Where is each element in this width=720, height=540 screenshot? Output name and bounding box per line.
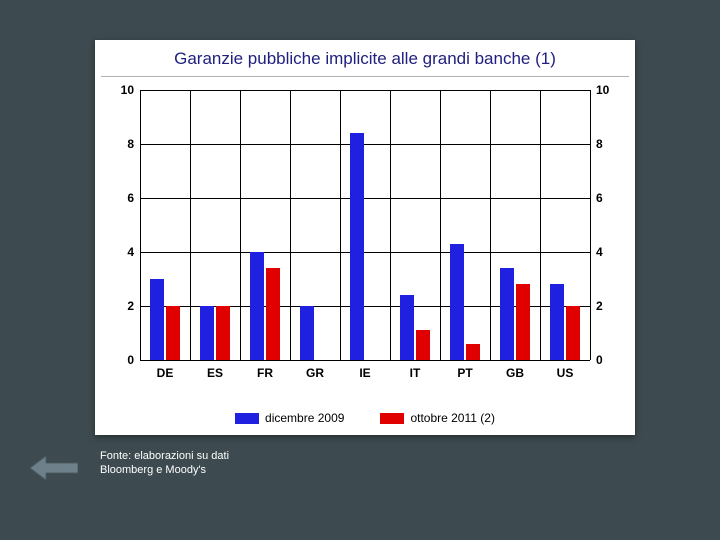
y-tick-left: 0 <box>127 353 140 367</box>
caption-line2: Bloomberg e Moody's <box>100 464 206 476</box>
divider <box>101 76 629 77</box>
y-tick-left: 6 <box>127 191 140 205</box>
bar <box>450 244 464 360</box>
y-tick-right: 10 <box>590 83 609 97</box>
y-tick-left: 2 <box>127 299 140 313</box>
gridline-h <box>140 144 590 145</box>
bar <box>550 284 564 360</box>
gridline-v <box>490 90 491 360</box>
gridline-v <box>540 90 541 360</box>
gridline-v <box>340 90 341 360</box>
x-tick: US <box>557 360 574 380</box>
x-tick: GB <box>506 360 524 380</box>
bar <box>400 295 414 360</box>
y-tick-right: 0 <box>590 353 603 367</box>
chart-title-strip: Garanzie pubbliche implicite alle grandi… <box>95 44 635 74</box>
bar <box>300 306 314 360</box>
y-tick-right: 8 <box>590 137 603 151</box>
bar <box>250 252 264 360</box>
x-tick: GR <box>306 360 324 380</box>
gridline-h <box>140 252 590 253</box>
legend-swatch <box>235 413 259 424</box>
x-tick: FR <box>257 360 273 380</box>
y-tick-right: 2 <box>590 299 603 313</box>
gridline-v <box>140 90 141 360</box>
gridline-v <box>240 90 241 360</box>
bar <box>516 284 530 360</box>
x-tick: PT <box>457 360 472 380</box>
bar <box>416 330 430 360</box>
bar <box>350 133 364 360</box>
y-tick-left: 10 <box>121 83 140 97</box>
chart-title: Garanzie pubbliche implicite alle grandi… <box>174 49 556 68</box>
legend-swatch <box>380 413 404 424</box>
slide: Garanzie pubbliche implicite alle grandi… <box>0 0 720 540</box>
legend-item: ottobre 2011 (2) <box>380 411 495 425</box>
back-arrow-button[interactable] <box>30 456 78 480</box>
source-caption: Fonte: elaborazioni su dati Bloomberg e … <box>100 450 300 478</box>
gridline-v <box>590 90 591 360</box>
gridline-v <box>190 90 191 360</box>
gridline-v <box>440 90 441 360</box>
gridline-v <box>390 90 391 360</box>
bar <box>150 279 164 360</box>
x-tick: IE <box>359 360 370 380</box>
bar <box>266 268 280 360</box>
bar <box>216 306 230 360</box>
legend-label: ottobre 2011 (2) <box>410 411 495 425</box>
bar <box>500 268 514 360</box>
x-tick: ES <box>207 360 223 380</box>
chart-plot-area: 00224466881010DEESFRGRIEITPTGBUS <box>140 90 590 360</box>
bar <box>566 306 580 360</box>
y-tick-left: 4 <box>127 245 140 259</box>
caption-line1: Fonte: elaborazioni su dati <box>100 450 229 462</box>
chart-legend: dicembre 2009 ottobre 2011 (2) <box>95 411 635 425</box>
y-tick-left: 8 <box>127 137 140 151</box>
bar <box>466 344 480 360</box>
arrow-left-icon <box>30 456 78 480</box>
chart-card: Garanzie pubbliche implicite alle grandi… <box>95 40 635 435</box>
x-tick: IT <box>410 360 421 380</box>
bar <box>166 306 180 360</box>
bar <box>200 306 214 360</box>
gridline-v <box>290 90 291 360</box>
legend-item: dicembre 2009 <box>235 411 344 425</box>
x-tick: DE <box>157 360 174 380</box>
y-tick-right: 6 <box>590 191 603 205</box>
gridline-h <box>140 90 590 91</box>
legend-label: dicembre 2009 <box>265 411 344 425</box>
gridline-h <box>140 198 590 199</box>
y-tick-right: 4 <box>590 245 603 259</box>
